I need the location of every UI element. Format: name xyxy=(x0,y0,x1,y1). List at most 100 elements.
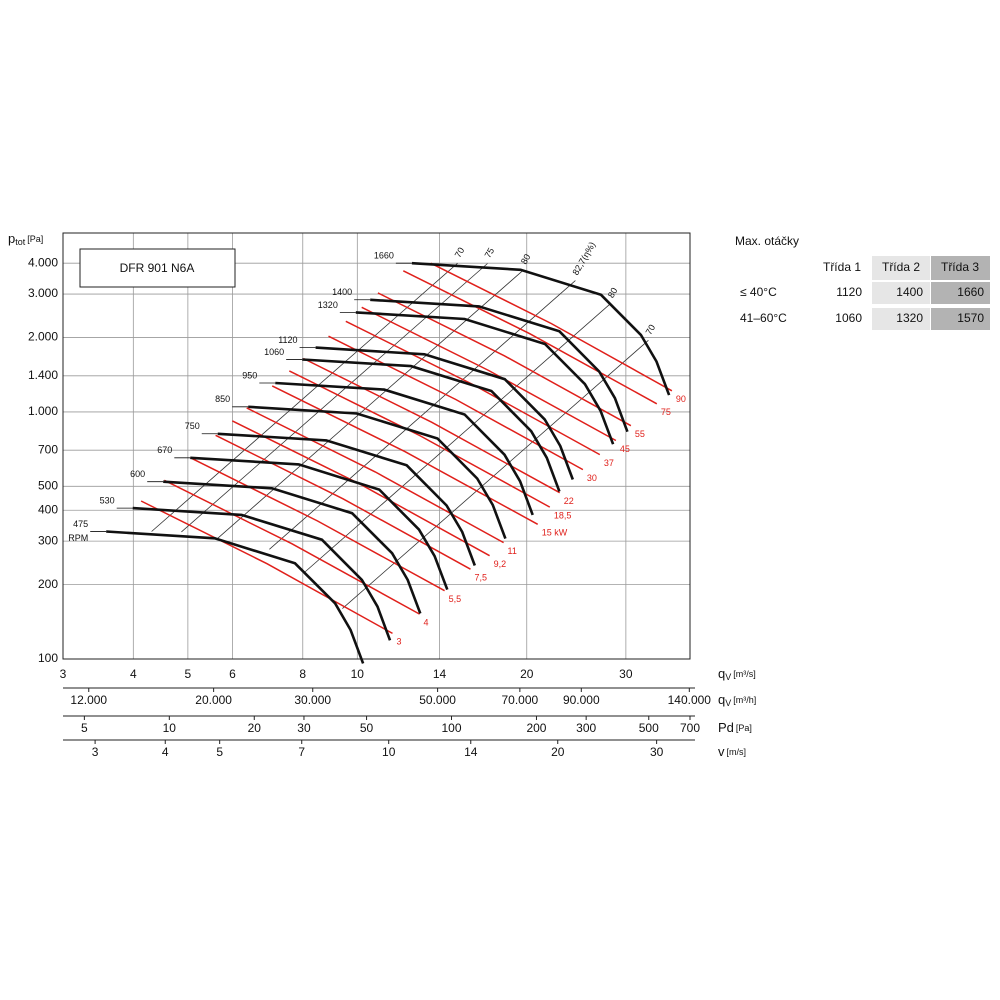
power-label: 11 xyxy=(508,546,517,556)
plot-frame xyxy=(62,232,691,660)
secondary-tick-label: 4 xyxy=(162,745,169,759)
chart-title: DFR 901 N6A xyxy=(120,261,195,275)
secondary-axis-label: qV [m³/h] xyxy=(718,692,756,708)
table-row-label: ≤ 40°C xyxy=(740,285,777,299)
table-row-label: 41–60°C xyxy=(740,311,787,325)
title-box xyxy=(79,248,236,288)
y-tick-label: 100 xyxy=(38,651,58,665)
y-tick-label: 700 xyxy=(38,442,58,456)
y-tick-label: 200 xyxy=(38,577,58,591)
x-tick-label: 5 xyxy=(185,667,192,681)
power-curve xyxy=(163,479,420,615)
rpm-label: 1660 xyxy=(374,251,394,261)
y-axis-label-symbol: p xyxy=(8,231,15,246)
efficiency-label: 70 xyxy=(644,323,658,337)
rpm-label: 1320 xyxy=(318,300,338,310)
secondary-axis-label-unit: [m/s] xyxy=(727,747,747,757)
x-axis-label-symbol: q xyxy=(718,666,725,681)
x-tick-label: 6 xyxy=(229,667,236,681)
rpm-curve xyxy=(106,530,365,664)
rpm-curve xyxy=(248,405,507,540)
header-cell-bg xyxy=(872,256,930,280)
rpm-label: 1120 xyxy=(278,335,297,345)
power-label: 37 xyxy=(604,458,614,468)
y-tick-label: 300 xyxy=(38,533,58,547)
rpm-curve xyxy=(217,432,477,566)
secondary-tick-label: 700 xyxy=(680,721,700,735)
cell-bg xyxy=(872,282,930,304)
secondary-tick-label: 10 xyxy=(163,721,177,735)
secondary-tick-label: 30 xyxy=(650,745,664,759)
header-cell-bg xyxy=(931,256,990,280)
power-curve xyxy=(328,335,584,471)
cell-bg xyxy=(872,308,930,330)
table-cell: 1660 xyxy=(957,285,984,299)
y-tick-label: 2.000 xyxy=(28,330,58,344)
table-header: Třída 2 xyxy=(882,260,920,274)
power-label: 18,5 xyxy=(554,510,572,520)
secondary-tick-label: 140.000 xyxy=(668,693,712,707)
y-tick-label: 4.000 xyxy=(28,255,58,269)
y-axis-label-unit: [Pa] xyxy=(27,234,43,244)
y-axis-label: ptot [Pa] xyxy=(8,231,43,247)
power-curve xyxy=(402,270,658,405)
efficiency-label: 82,7(η%) xyxy=(570,240,597,277)
power-curve xyxy=(140,500,393,635)
efficiency-label: 80 xyxy=(519,252,533,266)
rpm-label: 670 xyxy=(157,445,172,455)
table-cell: 1320 xyxy=(896,311,923,325)
rpm-label: 1400 xyxy=(332,287,352,297)
rpm-label: 475 xyxy=(73,519,88,529)
power-curve xyxy=(361,306,617,442)
secondary-tick-label: 5 xyxy=(216,745,223,759)
secondary-tick-label: 90.000 xyxy=(563,693,600,707)
rpm-label: 530 xyxy=(100,496,115,506)
power-label: 55 xyxy=(635,429,645,439)
x-tick-label: 4 xyxy=(130,667,137,681)
secondary-tick-label: 20.000 xyxy=(195,693,232,707)
rpm-curve xyxy=(275,381,534,516)
power-curve xyxy=(189,457,445,592)
power-label: 90 xyxy=(676,394,686,404)
power-label: 9,2 xyxy=(494,559,507,569)
secondary-tick-label: 100 xyxy=(441,721,461,735)
power-label: 45 xyxy=(620,444,630,454)
efficiency-line xyxy=(304,303,611,573)
power-label: 5,5 xyxy=(449,594,462,604)
table-cell: 1570 xyxy=(957,311,984,325)
table-cell: 1400 xyxy=(896,285,923,299)
secondary-tick-label: 50.000 xyxy=(419,693,456,707)
efficiency-label: 70 xyxy=(453,246,467,260)
efficiency-line xyxy=(342,339,649,609)
secondary-tick-label: 7 xyxy=(298,745,305,759)
x-tick-label: 14 xyxy=(433,667,447,681)
rpm-curve xyxy=(370,298,629,433)
x-tick-label: 3 xyxy=(60,667,67,681)
x-tick-label: 30 xyxy=(619,667,633,681)
y-tick-label: 3.000 xyxy=(28,286,58,300)
secondary-tick-label: 5 xyxy=(81,721,88,735)
rpm-curve xyxy=(163,480,422,614)
x-axis-label-unit: [m³/s] xyxy=(733,669,756,679)
efficiency-line xyxy=(217,269,524,539)
table-cell: 1120 xyxy=(836,285,862,299)
x-tick-label: 8 xyxy=(299,667,306,681)
x-axis-label-sub: V xyxy=(725,672,731,682)
rpm-curve xyxy=(315,346,575,480)
power-curve xyxy=(288,370,551,508)
rpm-curve xyxy=(411,261,671,396)
rpm-unit: RPM xyxy=(68,533,88,543)
power-label: 30 xyxy=(587,473,597,483)
secondary-axis-label-unit: [Pa] xyxy=(736,723,752,733)
power-curve xyxy=(430,262,673,392)
secondary-tick-label: 14 xyxy=(464,745,478,759)
secondary-tick-label: 70.000 xyxy=(502,693,539,707)
rpm-label: 600 xyxy=(130,469,145,479)
power-label: 3 xyxy=(397,637,402,647)
secondary-tick-label: 300 xyxy=(576,721,596,735)
cell-bg xyxy=(931,282,990,304)
power-label: 22 xyxy=(564,496,574,506)
power-label: 7,5 xyxy=(475,573,488,583)
table-cell: 1060 xyxy=(835,311,862,325)
